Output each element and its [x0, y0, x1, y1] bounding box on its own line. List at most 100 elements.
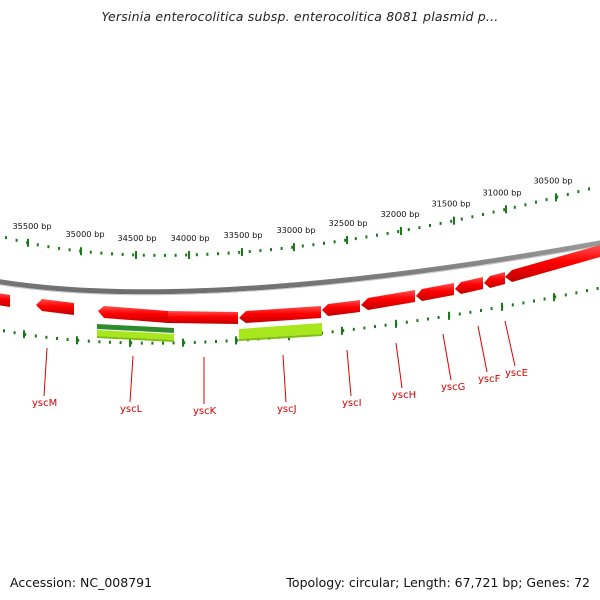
scale-minor-tick: [376, 233, 378, 237]
inner-scale-minor-tick: [130, 341, 133, 345]
scale-minor-tick: [217, 252, 219, 256]
scale-major-tick: [505, 205, 507, 214]
inner-scale-major-tick: [341, 326, 343, 335]
gene-label-yscJ[interactable]: yscJ: [277, 404, 297, 415]
scale-minor-tick: [185, 253, 188, 257]
scale-minor-tick: [482, 213, 484, 216]
gene-arrow-yscK[interactable]: [168, 311, 238, 324]
gene-label-yscF[interactable]: yscF: [478, 374, 501, 385]
inner-scale-major-tick: [553, 293, 555, 302]
gene-label-yscK[interactable]: yscK: [193, 406, 217, 417]
scale-minor-tick: [111, 252, 113, 256]
gene-arrow-edge-left[interactable]: [0, 293, 10, 307]
scale-minor-tick: [47, 245, 50, 249]
scale-major-tick: [293, 243, 295, 252]
leader-line-yscF: [477, 325, 488, 373]
gene-arrow-yscL[interactable]: [98, 306, 168, 323]
inner-scale-major-tick: [129, 338, 131, 347]
scale-minor-tick: [418, 226, 421, 230]
scale-major-tick: [135, 251, 137, 259]
scale-minor-tick: [323, 241, 325, 245]
backbone-inner: [0, 245, 600, 296]
scale-minor-tick: [301, 244, 304, 248]
gene-arrow-yscE[interactable]: [505, 245, 600, 282]
inner-scale-minor-tick: [236, 338, 239, 342]
inner-scale-minor-tick: [13, 331, 16, 335]
scale-minor-tick: [577, 190, 580, 194]
scale-minor-tick: [545, 198, 548, 202]
scale-minor-tick: [5, 236, 7, 240]
scale-minor-tick: [460, 217, 463, 221]
gene-label-yscI[interactable]: yscI: [342, 398, 362, 409]
inner-scale-minor-tick: [66, 338, 69, 341]
gene-label-yscE[interactable]: yscE: [505, 368, 528, 379]
inner-scale-major-tick: [23, 330, 25, 339]
leader-line-yscH: [395, 342, 403, 389]
scale-major-tick: [241, 248, 243, 257]
scale-minor-tick: [280, 247, 283, 250]
inner-scale-minor-tick: [77, 338, 80, 342]
inner-scale-minor-tick: [24, 332, 27, 336]
gene-arrow-yscM[interactable]: [36, 299, 74, 315]
gene-arrow-yscF[interactable]: [455, 277, 483, 294]
inner-scale-minor-tick: [427, 317, 429, 321]
gene-leader-lines: [43, 320, 516, 404]
inner-scale-minor-tick: [98, 340, 101, 344]
inner-scale-minor-tick: [533, 299, 535, 303]
inner-scale-minor-tick: [215, 340, 217, 343]
scale-major-tick: [555, 193, 557, 202]
scale-minor-tick: [238, 250, 241, 254]
scale-label: 32000 bp: [380, 209, 419, 219]
gene-label-yscL[interactable]: yscL: [120, 404, 143, 415]
inner-scale-minor-tick: [3, 329, 5, 333]
scale-major-tick: [188, 251, 190, 259]
inner-scale-major-tick: [501, 302, 503, 311]
scale-minor-tick: [153, 253, 156, 257]
gene-arrow-yscI[interactable]: [322, 300, 360, 316]
inner-scale-minor-tick: [490, 307, 493, 311]
inner-scale-minor-tick: [162, 341, 164, 345]
inner-scale-minor-tick: [363, 326, 366, 330]
inner-scale-minor-tick: [543, 297, 546, 301]
inner-scale-minor-tick: [437, 315, 440, 319]
gene-label-yscG[interactable]: yscG: [441, 382, 465, 393]
scale-major-tick: [80, 247, 82, 256]
inner-scale-major-tick: [182, 338, 184, 347]
leader-line-yscE: [504, 320, 516, 367]
scale-minor-tick: [429, 224, 431, 227]
scale-label: 34000 bp: [170, 233, 209, 243]
gene-arrow-yscF-b[interactable]: [484, 272, 505, 288]
scale-minor-tick: [333, 240, 336, 244]
gene-arrow-yscH[interactable]: [361, 290, 415, 310]
scale-minor-tick: [492, 210, 495, 214]
scale-minor-tick: [397, 230, 400, 233]
inner-scale-minor-tick: [172, 341, 175, 345]
inner-scale-minor-tick: [109, 340, 111, 344]
gene-arrow-yscJ[interactable]: [239, 306, 321, 323]
inner-scale-minor-tick: [384, 323, 387, 327]
scale-minor-tick: [142, 253, 145, 257]
inner-scale-minor-tick: [586, 289, 588, 293]
inner-scale-minor-tick: [342, 329, 345, 333]
map-summary-text: Topology: circular; Length: 67,721 bp; G…: [286, 575, 590, 590]
inner-scale-minor-tick: [34, 334, 37, 338]
scale-minor-tick: [439, 221, 442, 225]
inner-scale-minor-tick: [405, 320, 408, 324]
scale-minor-tick: [344, 238, 347, 242]
gene-arrows: [0, 245, 600, 324]
leader-line-yscG: [442, 333, 452, 381]
gene-label-yscM[interactable]: yscM: [32, 398, 57, 409]
inner-scale-minor-tick: [87, 339, 90, 343]
scale-label: 32500 bp: [328, 218, 367, 228]
gene-arrow-yscG[interactable]: [416, 283, 454, 301]
accession-text: Accession: NC_008791: [10, 575, 153, 590]
scale-minor-tick: [312, 243, 315, 247]
scale-minor-tick: [164, 253, 166, 257]
scale-label: 31000 bp: [482, 187, 521, 197]
map-title: Yersinia enterocolitica subsp. enterocol…: [101, 9, 499, 24]
scale-minor-tick: [471, 215, 474, 219]
inner-scale-minor-tick: [596, 287, 599, 290]
gene-label-yscH[interactable]: yscH: [392, 390, 416, 401]
feature-bar-light-green-right: [239, 323, 322, 339]
scale-minor-tick: [386, 231, 389, 235]
